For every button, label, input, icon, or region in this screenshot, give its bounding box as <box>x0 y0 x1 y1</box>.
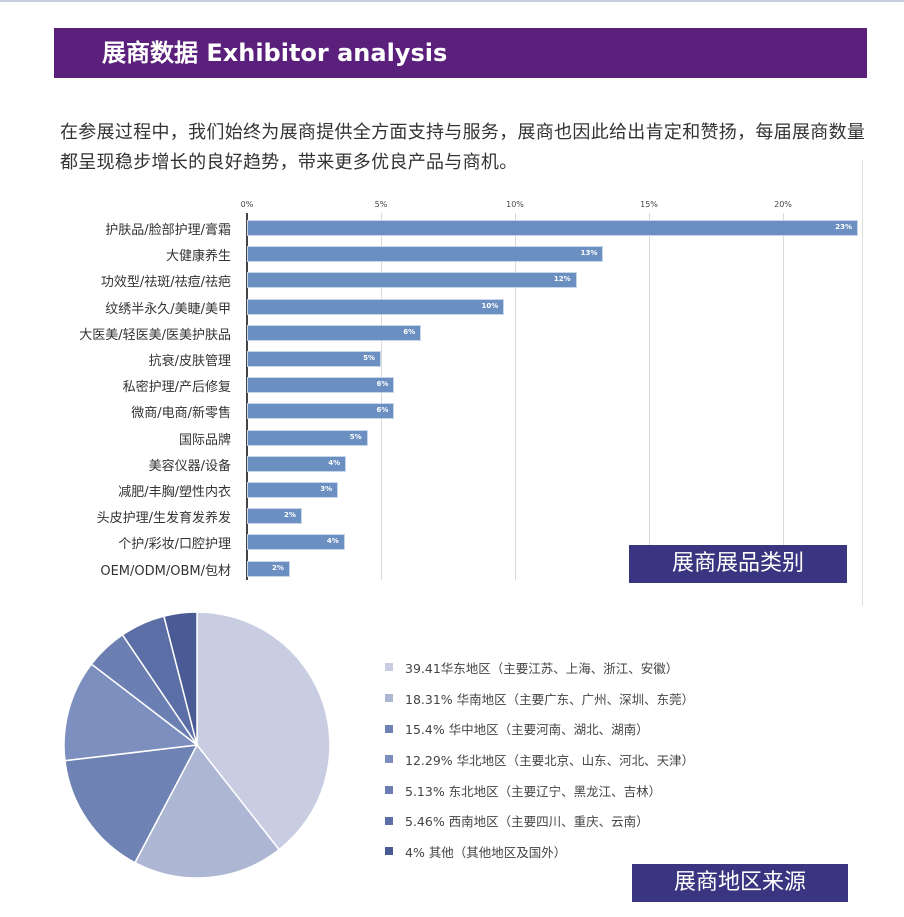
legend-swatch-icon <box>385 724 393 733</box>
category-label: 头皮护理/生发育发养发 <box>96 511 231 527</box>
legend-label: 5.13% 东北地区（主要辽宁、黑龙江、吉林） <box>405 783 662 799</box>
bar: 6% <box>247 377 395 394</box>
pie-slice <box>196 611 331 851</box>
bar-value-label: 23% <box>835 223 853 231</box>
legend-swatch-icon <box>385 694 393 703</box>
legend-item: 12.29% 华北地区（主要北京、山东、河北、天津） <box>385 744 694 775</box>
legend-label: 12.29% 华北地区（主要北京、山东、河北、天津） <box>405 752 695 768</box>
gridline <box>649 213 650 580</box>
x-tick-label: 15% <box>640 200 658 209</box>
bar: 10% <box>247 298 505 315</box>
gridline <box>381 213 382 580</box>
bar-value-label: 2% <box>271 563 284 572</box>
bar-value-label: 5% <box>363 354 375 362</box>
pie-slice <box>63 663 199 762</box>
legend-label: 18.31% 华南地区（主要广东、广州、深圳、东莞） <box>405 691 695 707</box>
legend-item: 18.31% 华南地区（主要广东、广州、深圳、东莞） <box>385 683 694 714</box>
bar: 5% <box>247 429 368 446</box>
pie-slice <box>133 743 281 879</box>
bar-value-label: 6% <box>403 327 416 336</box>
legend-item: 39.41华东地区（主要江苏、上海、浙江、安徽） <box>385 652 694 683</box>
bar: 5% <box>247 351 381 367</box>
legend-label: 15.4% 华中地区（主要河南、湖北、湖南） <box>405 722 649 738</box>
chart-frame-line <box>862 160 863 606</box>
bar: 4% <box>247 455 347 472</box>
category-label: 纹绣半永久/美睫/美甲 <box>105 301 231 317</box>
gridline <box>515 213 516 580</box>
x-tick-label: 20% <box>774 200 792 209</box>
bar-chart-title: 展商展品类别 <box>629 545 847 583</box>
legend-item: 5.46% 西南地区（主要四川、重庆、云南） <box>385 805 694 836</box>
bar-value-label: 4% <box>328 458 341 467</box>
bar: 2% <box>247 508 302 525</box>
y-axis <box>246 213 248 580</box>
pie-chart-title: 展商地区来源 <box>632 864 848 902</box>
legend-swatch-icon <box>385 847 393 856</box>
x-tick-label: 0% <box>240 200 254 209</box>
legend-swatch-icon <box>385 816 393 825</box>
category-label: 大健康养生 <box>165 249 231 265</box>
section-banner: 展商数据 Exhibitor analysis <box>54 28 867 78</box>
bar-value-label: 3% <box>320 485 333 493</box>
legend-label: 4% 其他（其他地区及国外） <box>405 844 567 860</box>
legend-swatch-icon <box>385 755 393 764</box>
category-label: 美容仪器/设备 <box>148 458 231 474</box>
category-label: 功效型/祛斑/祛痘/祛疤 <box>100 275 231 291</box>
legend-label: 5.46% 西南地区（主要四川、重庆、云南） <box>405 814 649 830</box>
category-label: 大医美/轻医美/医美护肤品 <box>79 327 231 343</box>
bar-value-label: 13% <box>580 249 598 258</box>
bar-value-label: 12% <box>553 275 571 284</box>
legend-swatch-icon <box>385 786 393 795</box>
bar-value-label: 4% <box>326 537 339 546</box>
bar: 3% <box>247 482 339 498</box>
top-divider <box>0 0 904 2</box>
category-label: 国际品牌 <box>178 432 231 448</box>
category-label: 个护/彩妆/口腔护理 <box>118 537 231 553</box>
bar: 23% <box>247 220 859 236</box>
bar: 2% <box>247 560 290 577</box>
legend-item: 5.13% 东北地区（主要辽宁、黑龙江、吉林） <box>385 775 694 806</box>
pie-slice <box>64 744 199 864</box>
bar: 12% <box>247 272 577 289</box>
legend-item: 15.4% 华中地区（主要河南、湖北、湖南） <box>385 713 694 744</box>
category-label: 微商/电商/新零售 <box>131 406 231 422</box>
intro-text: 在参展过程中，我们始终为展商提供全方面支持与服务，展商也因此给出肯定和赞扬，每届… <box>60 122 866 173</box>
region-pie-chart <box>63 611 331 879</box>
bar-value-label: 6% <box>376 406 389 415</box>
bar-value-label: 2% <box>284 511 296 520</box>
bar: 4% <box>247 534 345 551</box>
legend-swatch-icon <box>385 663 393 672</box>
bar: 13% <box>247 246 604 263</box>
gridline <box>783 213 784 580</box>
bar: 6% <box>247 324 422 341</box>
pie-legend: 39.41华东地区（主要江苏、上海、浙江、安徽） 18.31% 华南地区（主要广东… <box>385 652 694 867</box>
category-label: 护肤品/脸部护理/膏霜 <box>105 223 231 238</box>
bar-value-label: 10% <box>481 301 499 310</box>
bar-value-label: 6% <box>376 380 389 389</box>
category-label: 抗衰/皮肤管理 <box>148 354 231 369</box>
bar-value-label: 5% <box>349 432 362 441</box>
legend-item: 4% 其他（其他地区及国外） <box>385 836 694 867</box>
category-label: OEM/ODM/OBM/包材 <box>100 563 231 579</box>
x-tick-label: 10% <box>506 200 524 209</box>
x-tick-label: 5% <box>374 200 388 209</box>
category-label: 私密护理/产后修复 <box>122 380 231 396</box>
category-label: 减肥/丰胸/塑性内衣 <box>118 485 231 500</box>
legend-label: 39.41华东地区（主要江苏、上海、浙江、安徽） <box>405 660 679 676</box>
bar: 6% <box>247 403 395 420</box>
pie-slice <box>163 611 198 746</box>
